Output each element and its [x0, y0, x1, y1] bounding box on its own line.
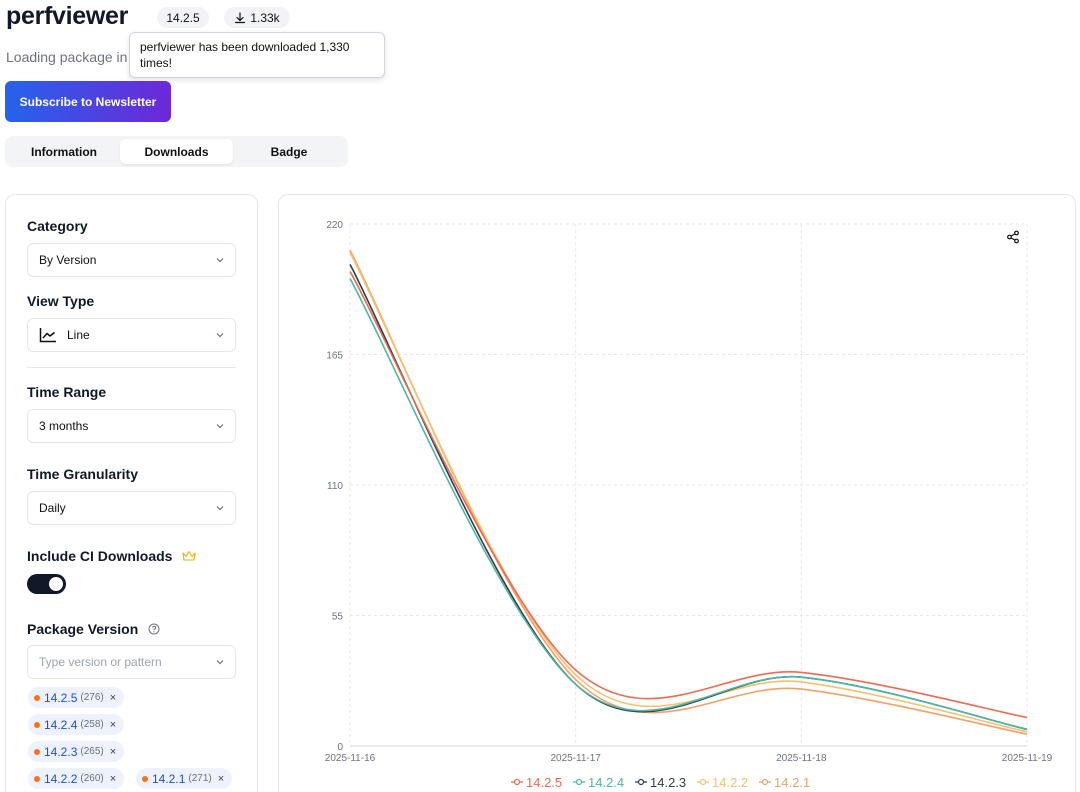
- version-search-placeholder: Type version or pattern: [39, 655, 162, 669]
- loading-text: Loading package in: [6, 49, 128, 65]
- category-label: Category: [27, 218, 88, 234]
- series-line: [349, 263, 1028, 731]
- y-tick-label: 55: [332, 612, 344, 623]
- chevron-down-icon: [216, 660, 224, 665]
- tab-downloads[interactable]: Downloads: [120, 139, 233, 164]
- legend-marker: [513, 778, 521, 786]
- crown-icon: [182, 550, 196, 561]
- legend-marker: [761, 778, 769, 786]
- x-tick-label: 2025-11-19: [1002, 753, 1053, 764]
- y-tick-label: 220: [326, 220, 343, 231]
- legend-marker: [575, 778, 583, 786]
- x-tick-label: 2025-11-16: [325, 753, 376, 764]
- chip-dot: [34, 721, 40, 728]
- chart-card: 0 55 110 165 220 2025-11-16 2025-11-17 2025-11-…: [278, 194, 1076, 792]
- series-line: [349, 252, 1028, 733]
- series-line: [349, 271, 1028, 719]
- tab-information[interactable]: Information: [31, 144, 97, 159]
- granularity-select[interactable]: Daily: [27, 491, 236, 525]
- view-type-value: Line: [67, 328, 90, 342]
- version-search-input[interactable]: Type version or pattern: [27, 645, 236, 679]
- downloads-count: 1.33k: [250, 10, 280, 25]
- x-tick-label: 2025-11-17: [550, 753, 601, 764]
- time-range-label: Time Range: [27, 384, 107, 400]
- legend-marker: [699, 778, 707, 786]
- version-chip[interactable]: 14.2.1 (271) ×: [136, 768, 233, 789]
- chip-version: 14.2.4: [44, 717, 78, 732]
- view-type-label: View Type: [27, 293, 95, 309]
- legend-label: 14.2.3: [650, 775, 686, 790]
- y-tick-label: 165: [326, 351, 343, 362]
- version-chip[interactable]: 14.2.4 (258) ×: [28, 714, 125, 735]
- time-range-select[interactable]: 3 months: [27, 409, 236, 443]
- downloads-tooltip: perfviewer has been downloaded 1,330 tim…: [129, 32, 385, 78]
- chevron-down-icon: [216, 424, 224, 429]
- remove-chip-icon[interactable]: ×: [217, 772, 225, 785]
- ci-downloads-label: Include CI Downloads: [27, 548, 196, 564]
- chevron-down-icon: [216, 333, 224, 338]
- remove-chip-icon[interactable]: ×: [109, 745, 117, 758]
- chip-dot: [34, 694, 40, 701]
- y-tick-label: 110: [327, 481, 343, 492]
- chip-version: 14.2.3: [44, 744, 78, 759]
- legend-label: 14.2.5: [526, 775, 562, 790]
- granularity-label: Time Granularity: [27, 466, 139, 482]
- ci-downloads-text: Include CI Downloads: [27, 548, 173, 564]
- series-line: [349, 278, 1028, 731]
- version-chip[interactable]: 14.2.5 (276) ×: [28, 687, 125, 708]
- remove-chip-icon[interactable]: ×: [109, 772, 117, 785]
- share-icon[interactable]: [1006, 230, 1020, 244]
- chip-dot: [142, 775, 148, 782]
- tab-badge[interactable]: Badge: [270, 144, 308, 159]
- chip-version: 14.2.5: [44, 690, 78, 705]
- chevron-down-icon: [216, 258, 224, 263]
- category-value: By Version: [39, 253, 97, 267]
- x-tick-label: 2025-11-18: [776, 753, 827, 764]
- remove-chip-icon[interactable]: ×: [109, 718, 117, 731]
- chip-dot: [34, 748, 40, 755]
- chip-count: (271): [188, 773, 212, 784]
- chip-count: (258): [80, 719, 104, 730]
- category-select[interactable]: By Version: [27, 243, 236, 277]
- version-chip[interactable]: 14.2.2 (260) ×: [28, 768, 125, 789]
- package-version-label: Package Version: [27, 621, 160, 637]
- divider: [27, 367, 236, 368]
- legend-label: 14.2.1: [774, 775, 810, 790]
- download-icon: [235, 11, 246, 23]
- chip-version: 14.2.1: [152, 771, 186, 786]
- package-title: perfviewer: [6, 2, 129, 30]
- time-range-value: 3 months: [39, 419, 89, 433]
- ci-downloads-toggle[interactable]: [27, 574, 66, 594]
- version-badge[interactable]: 14.2.5: [157, 7, 209, 28]
- line-chart-icon: [39, 328, 56, 343]
- chip-count: (276): [80, 692, 104, 703]
- subscribe-button[interactable]: Subscribe to Newsletter: [5, 81, 171, 122]
- toggle-knob: [49, 577, 63, 591]
- version-chip[interactable]: 14.2.3 (265) ×: [28, 741, 125, 762]
- legend-label: 14.2.4: [588, 775, 624, 790]
- chip-version: 14.2.2: [44, 771, 78, 786]
- view-type-select[interactable]: Line: [27, 318, 236, 352]
- granularity-value: Daily: [39, 501, 66, 515]
- remove-chip-icon[interactable]: ×: [109, 691, 117, 704]
- downloads-badge[interactable]: 1.33k: [224, 7, 290, 28]
- downloads-line-chart: 0 55 110 165 220 2025-11-16 2025-11-17 2025-11-…: [325, 220, 1053, 790]
- help-icon[interactable]: [148, 623, 160, 635]
- filter-panel: Category By Version View Type Line Time …: [5, 194, 258, 792]
- legend-label: 14.2.2: [712, 775, 748, 790]
- y-tick-label: 0: [337, 742, 343, 753]
- series-line: [349, 249, 1028, 735]
- tab-bar: Information Downloads Badge: [5, 136, 348, 167]
- package-version-text: Package Version: [27, 621, 139, 637]
- chip-count: (265): [80, 746, 104, 757]
- legend-marker: [637, 778, 645, 786]
- chevron-down-icon: [216, 506, 224, 511]
- chip-count: (260): [80, 773, 104, 784]
- chip-dot: [34, 775, 40, 782]
